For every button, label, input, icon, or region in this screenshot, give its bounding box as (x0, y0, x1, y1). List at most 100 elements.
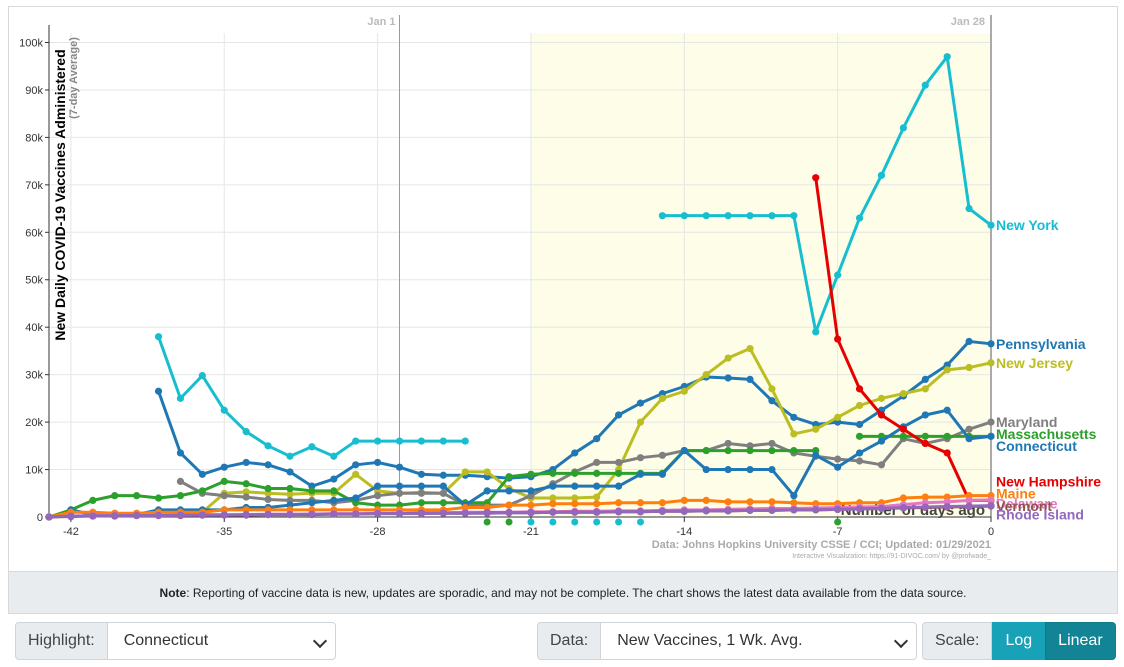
data-point (965, 204, 973, 213)
data-point (549, 494, 557, 502)
data-point (242, 480, 250, 488)
data-point (790, 506, 798, 514)
linear-scale-button[interactable]: Linear (1045, 622, 1116, 660)
data-point (461, 468, 469, 476)
data-point (439, 437, 447, 445)
data-point (352, 470, 360, 478)
data-point (330, 510, 338, 518)
data-point (330, 487, 338, 495)
data-point (242, 511, 250, 519)
data-point (702, 212, 710, 220)
data-point (417, 470, 426, 478)
highlight-value: Connecticut (123, 632, 209, 649)
data-point (614, 499, 623, 507)
data-point (330, 452, 338, 460)
data-point (374, 492, 382, 500)
x-tick-label: -7 (833, 526, 843, 538)
data-point (921, 439, 929, 448)
data-point (768, 498, 776, 506)
data-point (921, 375, 929, 383)
data-point (877, 504, 886, 513)
data-point (899, 432, 907, 440)
data-point (483, 509, 491, 517)
data-point (943, 53, 951, 61)
data-point (198, 371, 206, 380)
data-point (220, 463, 228, 471)
data-point (746, 506, 754, 514)
data-point (921, 81, 929, 89)
data-point (724, 465, 732, 474)
note-text: : Reporting of vaccine data is new, upda… (186, 586, 967, 600)
data-point (768, 385, 776, 393)
data-point (636, 499, 645, 507)
data-point (374, 510, 382, 518)
end-label: Vermont (996, 498, 1052, 514)
y-tick-label: 0 (37, 512, 43, 524)
data-point (176, 492, 185, 500)
data-point (658, 394, 666, 402)
data-point (790, 413, 798, 421)
chevron-down-icon (894, 633, 909, 649)
data-point (987, 432, 995, 440)
data-point (571, 494, 579, 502)
data-point (264, 442, 272, 450)
data-point (593, 500, 601, 508)
data-point (987, 418, 995, 426)
data-point (308, 499, 316, 507)
data-point (812, 506, 820, 514)
data-point (746, 446, 754, 455)
data-point (308, 510, 316, 518)
series-rhode-island (45, 502, 995, 521)
data-point (198, 470, 206, 478)
end-label: New Hampshire (996, 473, 1101, 489)
data-point (724, 439, 732, 448)
data-point (877, 394, 886, 402)
y-tick-label: 70k (25, 180, 43, 192)
data-point (352, 461, 360, 469)
data-point (680, 446, 688, 455)
data-point (921, 411, 929, 419)
data-point (855, 401, 864, 410)
data-point (198, 511, 206, 519)
y-tick-label: 50k (25, 275, 43, 287)
data-point (790, 446, 798, 455)
missing-data-dot (549, 518, 557, 526)
date-marker-label: Jan 28 (951, 16, 985, 28)
data-point (330, 496, 338, 504)
data-point (790, 212, 798, 220)
data-point (614, 411, 623, 419)
log-scale-button[interactable]: Log (992, 622, 1046, 660)
series-new-york (154, 333, 469, 460)
data-point (987, 496, 995, 504)
data-point (593, 435, 601, 443)
end-label: Connecticut (996, 438, 1077, 454)
data-point (133, 492, 141, 500)
data-point (89, 496, 97, 504)
data-point (593, 508, 601, 516)
data-point (593, 482, 601, 490)
scale-control: Scale: Log Linear (922, 622, 1116, 660)
data-point (899, 390, 907, 398)
missing-data-dot (483, 518, 491, 526)
data-point (899, 503, 907, 512)
data-point (89, 512, 97, 520)
data-point (965, 435, 973, 443)
data-point (220, 511, 228, 519)
data-point (483, 468, 491, 476)
highlight-select[interactable]: Connecticut (107, 622, 336, 660)
data-point (768, 465, 776, 474)
data-point (702, 507, 710, 515)
data-point (220, 477, 228, 486)
data-point (790, 430, 798, 438)
data-point (286, 468, 294, 476)
data-point (768, 506, 776, 514)
data-select[interactable]: New Vaccines, 1 Wk. Avg. (601, 622, 918, 660)
data-point (593, 469, 601, 477)
highlight-label: Highlight: (15, 622, 108, 660)
data-point (943, 502, 951, 511)
data-point (549, 469, 557, 477)
note-bar: Note: Reporting of vaccine data is new, … (8, 572, 1118, 614)
end-label: Massachusetts (996, 426, 1097, 442)
data-point (67, 512, 75, 520)
end-label: New York (996, 217, 1059, 233)
